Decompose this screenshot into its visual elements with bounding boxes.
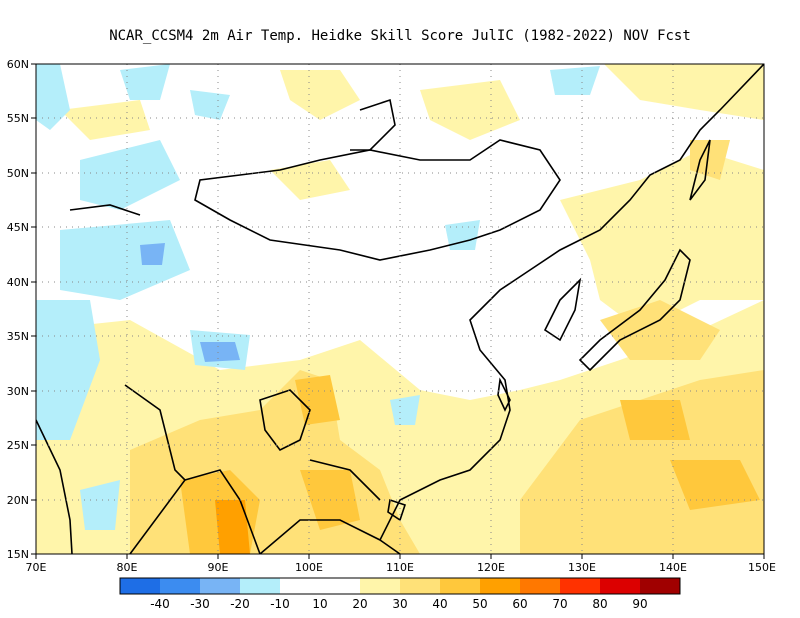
colorbar-swatch xyxy=(600,578,640,594)
colorbar-swatch xyxy=(320,578,360,594)
graticule xyxy=(36,64,764,554)
colorbar-label: 80 xyxy=(592,597,607,611)
map-title: NCAR_CCSM4 2m Air Temp. Heidke Skill Sco… xyxy=(109,28,691,44)
colorbar-label: 40 xyxy=(432,597,447,611)
x-tick-label: 80E xyxy=(117,561,138,574)
x-tick-labels: 70E 80E 90E 100E 110E 120E 130E 140E 150… xyxy=(26,561,776,574)
y-tick-label: 35N xyxy=(7,330,29,343)
x-tick-label: 110E xyxy=(386,561,414,574)
colorbar: -40 -30 -20 -10 10 20 30 40 50 60 70 80 … xyxy=(119,577,681,611)
colorbar-label: -30 xyxy=(190,597,210,611)
colorbar-swatch xyxy=(120,578,160,594)
colorbar-label: -20 xyxy=(230,597,250,611)
colorbar-label: 20 xyxy=(352,597,367,611)
colorbar-swatch xyxy=(480,578,520,594)
y-tick-label: 30N xyxy=(7,385,29,398)
colorbar-label: 70 xyxy=(552,597,567,611)
y-tick-label: 50N xyxy=(7,167,29,180)
y-tick-label: 55N xyxy=(7,112,29,125)
x-tick-label: 100E xyxy=(295,561,323,574)
colorbar-swatch xyxy=(560,578,600,594)
colorbar-label: 60 xyxy=(512,597,527,611)
colorbar-swatch xyxy=(440,578,480,594)
x-tick-label: 120E xyxy=(477,561,505,574)
colorbar-swatch xyxy=(240,578,280,594)
x-tick-label: 90E xyxy=(208,561,229,574)
colorbar-swatch xyxy=(280,578,320,594)
y-tick-label: 15N xyxy=(7,548,29,561)
colorbar-swatch xyxy=(160,578,200,594)
x-tick-label: 140E xyxy=(659,561,687,574)
colorbar-swatch xyxy=(640,578,680,594)
x-tick-label: 70E xyxy=(26,561,47,574)
y-tick-labels: 15N 20N 25N 30N 35N 40N 45N 50N 55N 60N xyxy=(7,58,29,561)
y-tick-label: 60N xyxy=(7,58,29,71)
colorbar-label: 10 xyxy=(312,597,327,611)
colorbar-swatch xyxy=(520,578,560,594)
y-tick-label: 25N xyxy=(7,439,29,452)
x-tick-label: 130E xyxy=(568,561,596,574)
x-tick-label: 150E xyxy=(748,561,776,574)
colorbar-label: 50 xyxy=(472,597,487,611)
coastlines xyxy=(36,64,764,554)
colorbar-swatch xyxy=(400,578,440,594)
y-tick-label: 45N xyxy=(7,221,29,234)
colorbar-label: 30 xyxy=(392,597,407,611)
skill-field xyxy=(36,64,764,554)
colorbar-frame xyxy=(119,577,681,595)
colorbar-swatch xyxy=(360,578,400,594)
colorbar-label: -40 xyxy=(150,597,170,611)
colorbar-swatch xyxy=(200,578,240,594)
colorbar-label: -10 xyxy=(270,597,290,611)
y-tick-label: 20N xyxy=(7,494,29,507)
colorbar-label: 90 xyxy=(632,597,647,611)
y-tick-label: 40N xyxy=(7,276,29,289)
axis-ticks xyxy=(31,63,765,559)
